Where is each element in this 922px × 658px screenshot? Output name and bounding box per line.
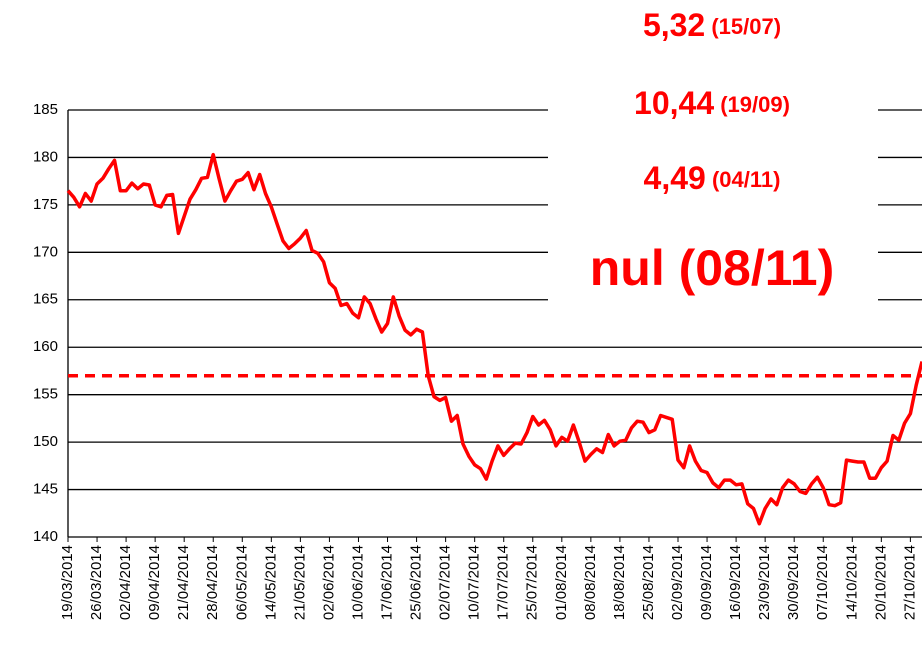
x-tick-label: 02/06/2014 — [320, 545, 337, 620]
y-tick-label: 140 — [33, 528, 58, 545]
x-tick-label: 27/10/2014 — [901, 545, 918, 620]
x-tick-label: 06/05/2014 — [233, 545, 250, 620]
x-tick-label: 08/08/2014 — [582, 545, 599, 620]
annotation-value: 4,49 — [644, 160, 706, 196]
annotation-value: 10,44 — [634, 85, 714, 121]
x-tick-label: 25/07/2014 — [524, 545, 541, 620]
x-tick-label: 10/07/2014 — [466, 545, 483, 620]
x-tick-label: 02/07/2014 — [437, 545, 454, 620]
x-tick-label: 21/04/2014 — [175, 545, 192, 620]
annotation-value: nul (08/11) — [590, 240, 835, 296]
y-tick-label: 165 — [33, 291, 58, 308]
annotation: 4,49 (04/11) — [644, 160, 781, 196]
x-tick-label: 07/10/2014 — [814, 545, 831, 620]
x-tick-label: 28/04/2014 — [204, 545, 221, 620]
x-tick-label: 14/05/2014 — [262, 545, 279, 620]
y-tick-label: 180 — [33, 148, 58, 165]
annotation-date: (04/11) — [712, 167, 781, 192]
y-tick-label: 145 — [33, 481, 58, 498]
annotation-date: (19/09) — [720, 92, 790, 117]
x-tick-label: 23/09/2014 — [756, 545, 773, 620]
x-tick-label: 02/09/2014 — [669, 545, 686, 620]
x-tick-label: 10/06/2014 — [349, 545, 366, 620]
annotation: nul (08/11) — [590, 240, 835, 296]
y-tick-label: 160 — [33, 338, 58, 355]
x-tick-label: 20/10/2014 — [872, 545, 889, 620]
annotation-value: 5,32 — [643, 7, 705, 43]
x-tick-label: 02/04/2014 — [117, 545, 134, 620]
x-tick-label: 17/06/2014 — [378, 545, 395, 620]
x-tick-label: 25/06/2014 — [408, 545, 425, 620]
annotation-backdrop — [548, 0, 878, 315]
y-tick-label: 175 — [33, 196, 58, 213]
annotation-date: (15/07) — [711, 14, 781, 39]
y-tick-label: 155 — [33, 386, 58, 403]
x-tick-label: 25/08/2014 — [640, 545, 657, 620]
x-tick-label: 21/05/2014 — [291, 545, 308, 620]
y-tick-label: 170 — [33, 243, 58, 260]
data-line — [66, 152, 922, 526]
x-tick-label: 30/09/2014 — [785, 545, 802, 620]
x-tick-label: 19/03/2014 — [59, 545, 76, 620]
annotation: 5,32 (15/07) — [643, 7, 781, 43]
x-tick-label: 09/04/2014 — [146, 545, 163, 620]
y-tick-label: 150 — [33, 433, 58, 450]
x-tick-label: 26/03/2014 — [88, 545, 105, 620]
x-tick-label: 09/09/2014 — [698, 545, 715, 620]
annotation: 10,44 (19/09) — [634, 85, 790, 121]
x-tick-label: 18/08/2014 — [611, 545, 628, 620]
x-tick-label: 17/07/2014 — [495, 545, 512, 620]
x-tick-label: 16/09/2014 — [727, 545, 744, 620]
x-tick-label: 14/10/2014 — [843, 545, 860, 620]
x-tick-label: 01/08/2014 — [553, 545, 570, 620]
y-tick-label: 185 — [33, 101, 58, 118]
